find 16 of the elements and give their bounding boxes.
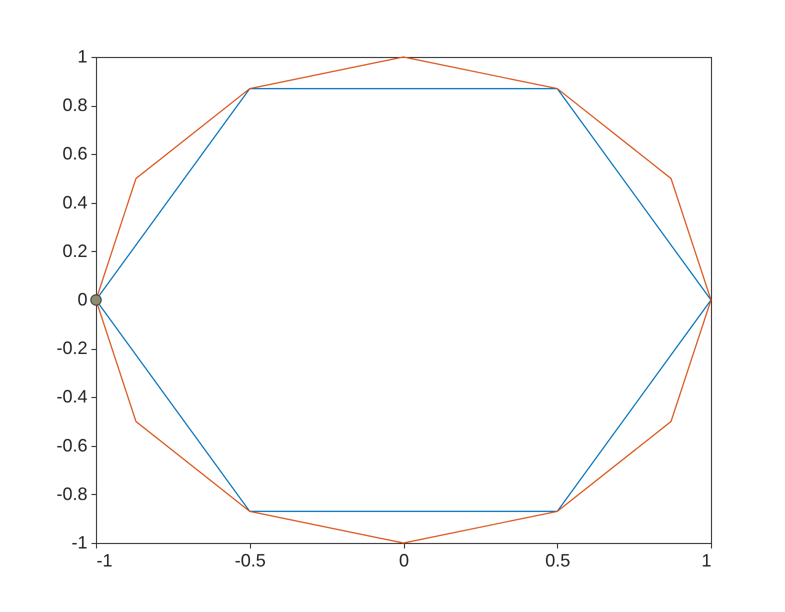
- x-tick-label: 0: [398, 550, 410, 570]
- y-tick-label: -0.6: [56, 435, 88, 456]
- y-tick-label: 0.8: [62, 95, 88, 116]
- y-tick-label: -1: [71, 532, 88, 552]
- x-tick-label: -1: [96, 550, 113, 570]
- y-tick-label: 0.4: [62, 192, 88, 212]
- y-tick-label: 0: [77, 290, 88, 310]
- x-tick-label: 1: [701, 550, 712, 570]
- x-tick-label: 0.5: [545, 550, 570, 570]
- y-tick-label: 1: [77, 46, 88, 66]
- x-tick-label: -0.5: [234, 550, 266, 570]
- y-tick-label: -0.8: [56, 484, 88, 504]
- y-tick-label: 0.6: [62, 144, 88, 164]
- y-tick-label: -0.2: [56, 338, 88, 358]
- y-tick-label: 0.2: [62, 240, 88, 261]
- y-tick-label: -0.4: [56, 386, 88, 407]
